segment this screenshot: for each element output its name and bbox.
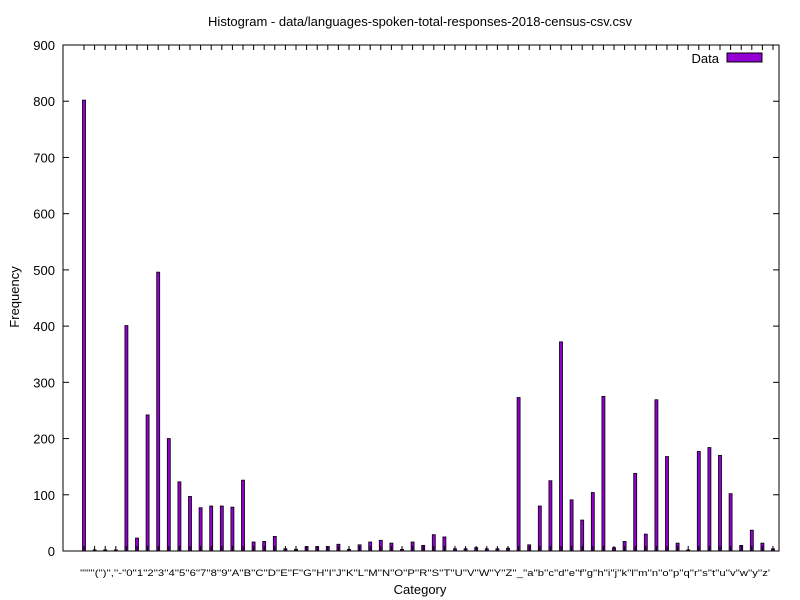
y-tick-label: 900: [33, 38, 55, 53]
bar: [516, 397, 521, 552]
bar: [209, 505, 214, 552]
legend-label: Data: [692, 51, 720, 66]
bar: [219, 505, 224, 552]
bar: [537, 505, 542, 552]
x-axis-title: Category: [394, 582, 447, 597]
plot-frame: [62, 44, 780, 552]
bar: [548, 480, 553, 552]
x-category-labels: '"''''('')'',''-''0''1''2''3''4''5''6''7…: [80, 568, 770, 578]
y-tick-label: 300: [33, 375, 55, 390]
bar: [696, 451, 701, 552]
bar: [707, 447, 712, 552]
y-tick-label: 100: [33, 488, 55, 503]
plot-area: [62, 44, 780, 552]
bar: [156, 271, 161, 552]
y-tick-label: 200: [33, 432, 55, 447]
bar: [188, 496, 192, 552]
bars: [82, 99, 775, 552]
chart-title: Histogram - data/languages-spoken-total-…: [208, 14, 632, 29]
y-tick-label: 800: [33, 94, 55, 109]
bar: [569, 499, 574, 552]
y-axis-ticks: 0 100 200 300 400 500 600 700 800 900: [33, 38, 779, 559]
y-tick-label: 700: [33, 150, 55, 165]
legend: Data: [692, 51, 763, 66]
bar: [177, 481, 182, 552]
x-axis-ticks: [83, 45, 774, 551]
bar: [241, 479, 245, 552]
bar: [82, 99, 86, 552]
bar: [559, 341, 563, 552]
bar: [198, 507, 203, 552]
bar: [590, 492, 595, 552]
bar: [124, 325, 129, 552]
y-tick-label: 500: [33, 263, 55, 278]
legend-swatch: [726, 52, 763, 63]
y-axis-title: Frequency: [7, 266, 22, 328]
bar: [633, 473, 638, 552]
bar: [654, 399, 659, 552]
bar: [665, 456, 669, 552]
bar: [166, 438, 171, 552]
y-tick-label: 600: [33, 207, 55, 222]
bar: [230, 506, 235, 552]
bar: [145, 414, 150, 552]
y-tick-label: 400: [33, 319, 55, 334]
bar: [718, 455, 722, 552]
bar: [601, 395, 606, 552]
y-tick-label: 0: [48, 544, 55, 559]
bar: [728, 493, 733, 552]
